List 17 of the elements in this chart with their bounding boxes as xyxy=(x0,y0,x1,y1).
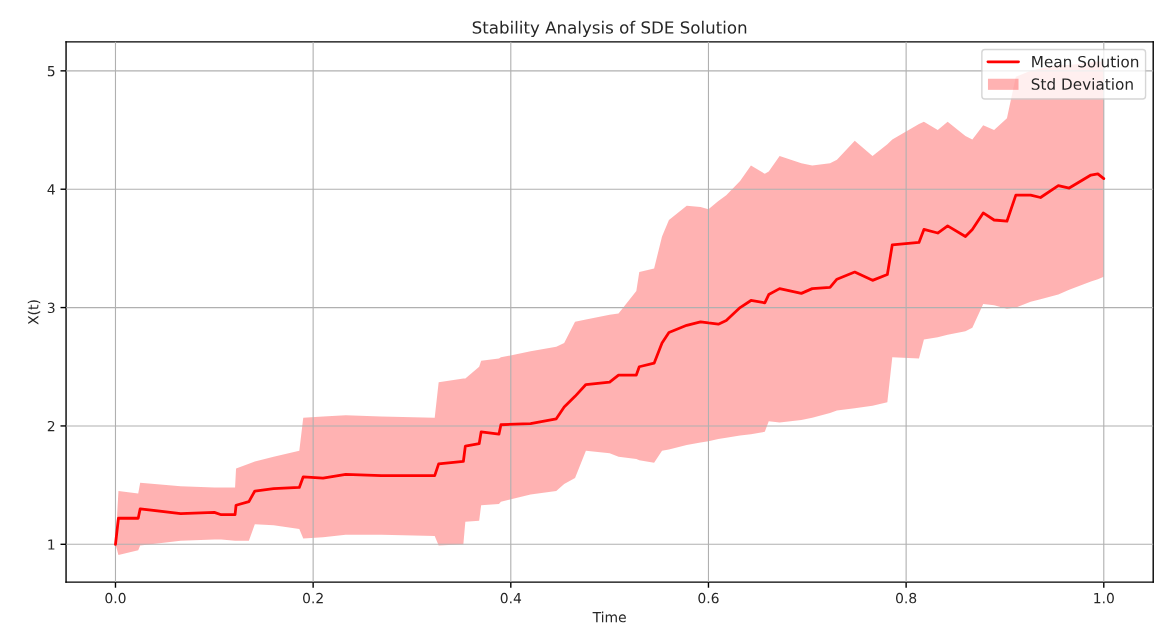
line-series xyxy=(114,172,1106,546)
x-tick-label: 0.4 xyxy=(500,592,522,604)
chart-title: Stability Analysis of SDE Solution xyxy=(472,20,747,37)
x-tick-label: 0.2 xyxy=(303,592,323,604)
x-tick-label: 0.6 xyxy=(698,592,719,604)
y-tick-label: 5 xyxy=(47,66,55,77)
y-tick-label: 1 xyxy=(48,539,55,550)
x-tick-label: 1.0 xyxy=(1094,592,1114,604)
y-tick-label: 2 xyxy=(47,420,55,432)
legend-label: Mean Solution xyxy=(1032,55,1139,68)
annotation: Std Deviation xyxy=(1031,78,1133,90)
x-tick-label: 0.8 xyxy=(896,592,917,604)
y-axis-title: X(t) xyxy=(27,300,41,325)
y-tick-label: 4 xyxy=(47,184,55,195)
y-tick-label: 3 xyxy=(47,302,55,314)
x-axis-title: Time xyxy=(592,611,626,623)
x-tick-label: 0.0 xyxy=(105,592,126,604)
